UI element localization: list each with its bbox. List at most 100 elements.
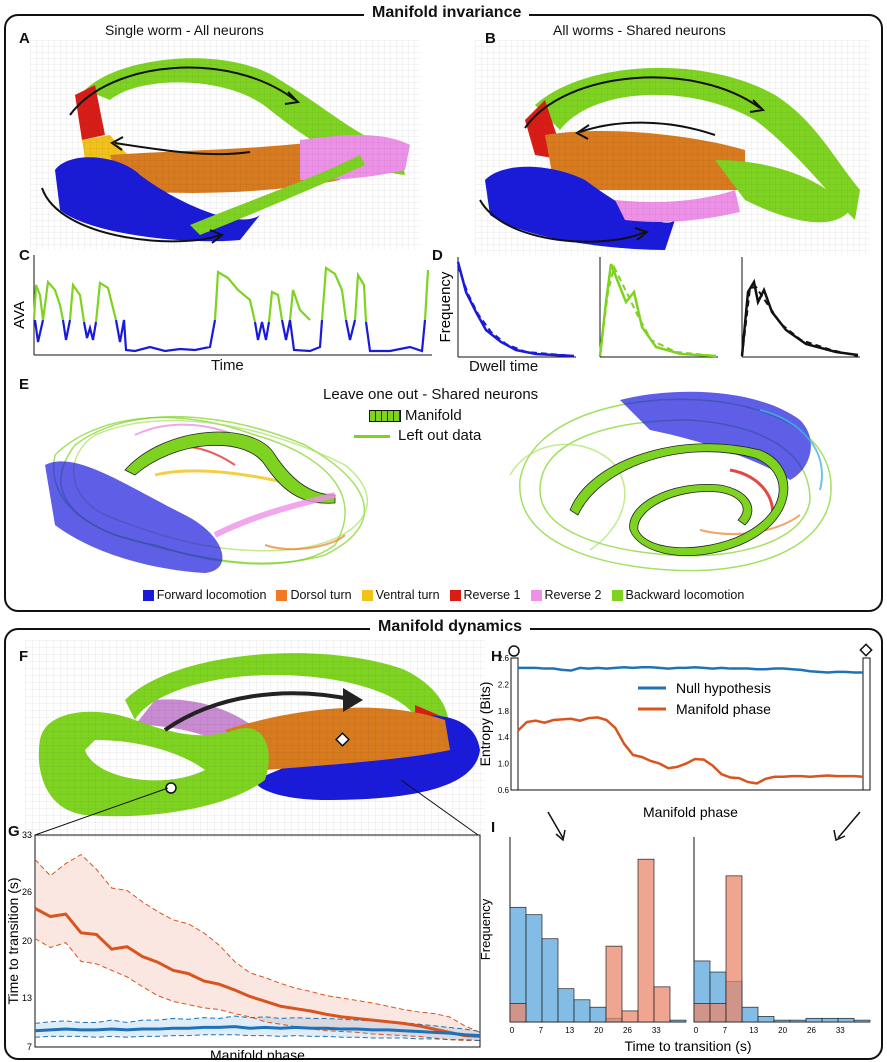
x-tick-label: 13 xyxy=(565,1026,574,1035)
null-bar-right xyxy=(773,1019,791,1023)
legend-item-reverse1: Reverse 1 xyxy=(449,588,521,602)
null-line xyxy=(518,665,863,674)
dwell-forward xyxy=(456,261,575,358)
panel-c-ylabel: AVA xyxy=(11,301,28,329)
null-bar-left xyxy=(573,999,591,1023)
panel-d-ylabel: Frequency xyxy=(437,271,454,342)
panel-d-dwell-histograms: Frequency xyxy=(437,257,860,358)
panel-label-c: C xyxy=(19,247,30,264)
x-tick-label: 33 xyxy=(652,1026,661,1035)
y-tick-label: 13 xyxy=(22,993,32,1003)
arrow-left-down xyxy=(547,811,566,842)
diamond-marker xyxy=(859,643,873,657)
x-tick-label: 33 xyxy=(836,1026,845,1035)
null-bar-right xyxy=(805,1017,823,1023)
null-bar-left xyxy=(525,914,543,1023)
panel-e-legend-leftout-swatch xyxy=(354,435,390,438)
null-bar-left xyxy=(669,1019,687,1023)
y-tick-label: 1.4 xyxy=(498,733,510,742)
y-axis-label: Entropy (Bits) xyxy=(478,682,493,767)
arrow-middle xyxy=(114,142,251,156)
legend-item-reverse2: Reverse 2 xyxy=(530,588,602,602)
circle-marker xyxy=(508,645,520,657)
legend-swatch xyxy=(142,589,154,601)
y-axis-label: Time to transition (s) xyxy=(5,877,21,1004)
x-tick-label: 0 xyxy=(510,1026,515,1035)
phase-bar-left xyxy=(605,945,623,1023)
x-tick-label: 0 xyxy=(694,1026,699,1035)
null-bar-right xyxy=(757,1016,775,1023)
panel-c-ava-trace: AVA xyxy=(11,255,432,356)
dwell-backward xyxy=(598,263,717,358)
panel-label-g: G xyxy=(8,823,20,840)
panel-e-legend-leftout: Left out data xyxy=(398,427,482,444)
null-bar-right xyxy=(821,1017,839,1023)
y-tick-label: 7 xyxy=(27,1042,32,1052)
x-tick-label: 26 xyxy=(623,1026,632,1035)
panel-label-i: I xyxy=(491,819,496,836)
legend-label: Reverse 1 xyxy=(463,588,521,602)
legend-swatch xyxy=(361,589,373,601)
x-tick-label: 20 xyxy=(778,1026,787,1035)
legend-label: Reverse 2 xyxy=(544,588,602,602)
phase-line xyxy=(517,716,864,785)
y-tick-label: 33 xyxy=(22,830,32,840)
null-bar-right xyxy=(741,1006,759,1023)
x-tick-label: 26 xyxy=(807,1026,816,1035)
panel-b-manifold xyxy=(475,40,870,255)
legend-label: Backward locomotion xyxy=(625,588,745,602)
null-bar-right xyxy=(837,1017,855,1023)
panel-a-manifold xyxy=(30,40,420,250)
panel-label-d: D xyxy=(432,247,443,264)
panel-b-subtitle: All worms - Shared neurons xyxy=(553,22,726,38)
phase-bar-right xyxy=(725,875,743,1023)
panel-label-b: B xyxy=(485,30,496,47)
phase-bar-left xyxy=(509,1003,527,1023)
y-tick-label: 0.6 xyxy=(498,786,510,795)
section-title-dynamics: Manifold dynamics xyxy=(370,618,531,636)
null-bar-right xyxy=(789,1019,807,1023)
legend-null-label: Null hypothesis xyxy=(676,680,771,696)
panel-label-f: F xyxy=(19,648,29,665)
panel-g-chart: 33 26 20 13 7 Time to transition (s) Manifold … xyxy=(5,830,481,1060)
phase-bar-right xyxy=(709,1003,727,1023)
arrow-top xyxy=(69,66,296,116)
x-axis-label: Manifold phase xyxy=(210,1047,305,1060)
panel-e-leftout-left xyxy=(45,415,368,573)
x-axis-label: Manifold phase xyxy=(643,804,738,820)
y-tick-label: 1.8 xyxy=(498,707,510,716)
legend-label: Forward locomotion xyxy=(156,588,267,602)
legend-swatch xyxy=(530,589,542,601)
legend-phase-label: Manifold phase xyxy=(676,701,771,717)
legend-label: Dorsol turn xyxy=(290,588,352,602)
panel-a-subtitle: Single worm - All neurons xyxy=(105,22,264,38)
arrow-bottom xyxy=(41,187,221,243)
legend-item-dorsal: Dorsol turn xyxy=(276,588,352,602)
panel-e-legend-manifold: Manifold xyxy=(405,407,462,424)
x-tick-label: 7 xyxy=(723,1026,728,1035)
y-tick-label: 2.6 xyxy=(498,654,510,663)
ava-backward-segments xyxy=(32,266,430,323)
panel-label-a: A xyxy=(19,30,30,47)
legend-swatch xyxy=(276,589,288,601)
arrow-right-down xyxy=(833,811,861,842)
panel-c-xlabel: Time xyxy=(211,357,244,374)
right-phase-marker-bar xyxy=(862,657,871,791)
legend-item-forward: Forward locomotion xyxy=(142,588,267,602)
phase-lower-line xyxy=(34,938,480,1041)
legend-label: Ventral turn xyxy=(375,588,440,602)
dwell-other xyxy=(740,278,859,357)
panel-label-h: H xyxy=(491,648,502,665)
panel-d-xlabel: Dwell time xyxy=(469,358,539,375)
y-tick-label: 1.0 xyxy=(498,760,510,769)
phase-bar-right xyxy=(693,1003,711,1023)
legend-swatch xyxy=(449,589,461,601)
phase-bar-left xyxy=(653,986,671,1023)
y-tick-label: 2.2 xyxy=(498,680,510,689)
phase-mean-line xyxy=(34,907,481,1038)
x-tick-label: 20 xyxy=(594,1026,603,1035)
x-tick-label: 13 xyxy=(749,1026,758,1035)
panel-f-manifold xyxy=(25,640,485,840)
legend-swatch xyxy=(611,589,623,601)
null-bar-left xyxy=(541,938,559,1023)
